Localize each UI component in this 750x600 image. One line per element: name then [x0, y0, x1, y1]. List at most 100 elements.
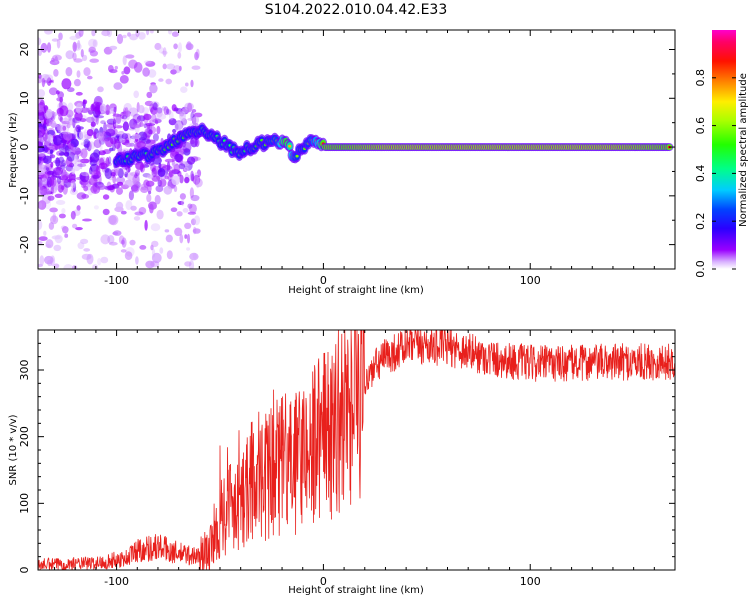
spectrogram-noise-blob — [184, 234, 188, 239]
spectrogram-noise-blob — [195, 48, 200, 59]
spectrogram-noise-blob — [178, 42, 182, 53]
spectrogram-frame — [37, 29, 676, 270]
spectrogram-noise-blob — [66, 151, 76, 162]
spectrogram-noise-blob — [173, 163, 180, 173]
spectrogram-noise-blob — [90, 121, 96, 127]
spectrogram-noise-blob — [46, 42, 52, 53]
spectrogram-noise-blob — [184, 222, 192, 229]
x-tick-label: -100 — [104, 274, 129, 287]
spectrogram-noise-blob — [107, 162, 112, 167]
y-tick-label: 100 — [18, 493, 31, 514]
spectrogram-noise-blob — [113, 82, 123, 90]
spectrogram-noise-blob — [78, 131, 84, 139]
snr-x-axis-label: Height of straight line (km) — [288, 585, 424, 596]
spectrogram-noise-blob — [126, 172, 135, 181]
spectrogram-noise-blob — [178, 163, 186, 170]
spectrogram-noise-blob — [187, 203, 193, 209]
spectrogram-noise-blob — [114, 125, 123, 129]
spectrogram-noise-blob — [47, 195, 55, 201]
spectrogram-noise-blob — [51, 112, 58, 117]
spectrogram-noise-blob — [113, 106, 117, 113]
spectrogram-noise-blob — [72, 265, 78, 269]
spectrogram-noise-blob — [165, 234, 173, 243]
spectrogram-noise-blob — [138, 105, 145, 114]
spectrogram-noise-blob — [106, 159, 111, 167]
spectrogram-noise-blob — [46, 134, 53, 143]
spectrogram-noise-blob — [56, 175, 62, 185]
spectrogram-noise-blob — [106, 118, 117, 125]
spectrogram-noise-blob — [98, 131, 105, 137]
spectrogram-noise-blob — [121, 133, 129, 140]
figure-title: S104.2022.010.04.42.E33 — [265, 2, 448, 18]
spectrogram-noise-blob — [171, 175, 180, 186]
spectrogram-noise-blob — [131, 183, 140, 193]
spectrogram-noise-blob — [193, 156, 201, 161]
spectrogram-noise-blob — [61, 208, 66, 214]
spectrogram-noise-blob — [133, 90, 139, 99]
spectrogram-noise-blob — [78, 30, 84, 37]
spectrogram-noise-blob — [138, 207, 147, 215]
spectrogram-noise-blob — [159, 178, 167, 187]
spectrogram-noise-blob — [150, 114, 156, 125]
spectrogram-noise-blob — [76, 192, 87, 200]
spectrogram-noise-blob — [72, 41, 77, 52]
snr-panel: -100 0 100 0 100 200 300 Height of straight l… — [8, 329, 676, 596]
spectrogram-noise-blob — [115, 201, 124, 210]
spectrogram-noise-blob — [99, 103, 107, 114]
spectrogram-noise-blob — [93, 139, 102, 149]
spectrogram-noise-blob — [98, 150, 106, 156]
spectrogram-noise-blob — [190, 218, 197, 226]
spectrogram-noise-blob — [103, 122, 107, 133]
spectrogram-noise-blob — [168, 111, 174, 121]
spectrogram-noise-blob — [177, 52, 182, 59]
spectrogram-noise-blob — [83, 185, 89, 192]
spectrogram-noise-blob — [80, 238, 89, 245]
spectrogram-noise-blob — [55, 200, 66, 205]
spectrogram-noise-blob — [38, 37, 42, 46]
spectrogram-noise-blob — [165, 107, 170, 116]
spectrogram-noise-blob — [159, 247, 164, 254]
spectrogram-noise-blob — [65, 50, 75, 60]
spectrogram-noise-blob — [194, 51, 199, 61]
spectrogram-noise-blob — [93, 149, 101, 158]
spectrogram-noise-blob — [72, 52, 77, 61]
spectrogram-noise-blob — [77, 40, 81, 49]
spectrogram-noise-blob — [48, 87, 58, 96]
spectrogram-noise-blob — [38, 202, 43, 209]
spectrogram-noise-blob — [142, 67, 150, 77]
spectrogram-ridge-core — [288, 144, 292, 148]
spectrogram-noise-blob — [56, 38, 61, 49]
spectrogram-noise-blob — [152, 133, 159, 142]
spectrogram-noise-blob — [40, 42, 48, 53]
x-tick-label: 0 — [320, 575, 327, 588]
spectrogram-noise-blob — [74, 111, 83, 121]
spectrogram-noise-blob — [171, 104, 177, 112]
spectrogram-noise-blob — [74, 154, 78, 164]
spectrogram-noise-blob — [192, 253, 197, 260]
spectrogram-noise-blob — [44, 30, 53, 35]
spectrogram-noise-blob — [163, 185, 173, 195]
spectrogram-x-ticks: -100 0 100 — [54, 30, 676, 287]
spectrogram-noise-blob — [191, 109, 197, 113]
spectrogram-noise-blob — [106, 181, 112, 191]
spectrogram-noise-blob — [191, 173, 195, 182]
spectrogram-noise-blob — [149, 83, 158, 94]
spectrogram-noise-blob — [38, 200, 47, 210]
spectrogram-noise-blob — [45, 118, 53, 125]
spectrogram-noise-blob — [155, 185, 164, 193]
y-tick-label: 0 — [18, 144, 31, 151]
spectrogram-noise-blob — [86, 129, 94, 137]
spectrogram-noise-blob — [93, 131, 97, 139]
spectrogram-noise-blob — [112, 144, 116, 152]
spectrogram-noise-blob — [145, 60, 156, 67]
spectrogram-noise-blob — [151, 252, 162, 264]
spectrogram-noise-blob — [116, 187, 123, 195]
spectrogram-noise-blob — [63, 264, 74, 269]
spectrogram-noise-blob — [135, 256, 139, 265]
spectrogram-noise-blob — [70, 138, 79, 148]
spectrogram-noise-blob — [158, 163, 167, 169]
spectrogram-noise-blob — [166, 250, 173, 260]
spectrogram-noise-blob — [150, 244, 154, 251]
spectrogram-noise-blob — [149, 103, 154, 113]
spectrogram-noise-blob — [193, 215, 201, 226]
